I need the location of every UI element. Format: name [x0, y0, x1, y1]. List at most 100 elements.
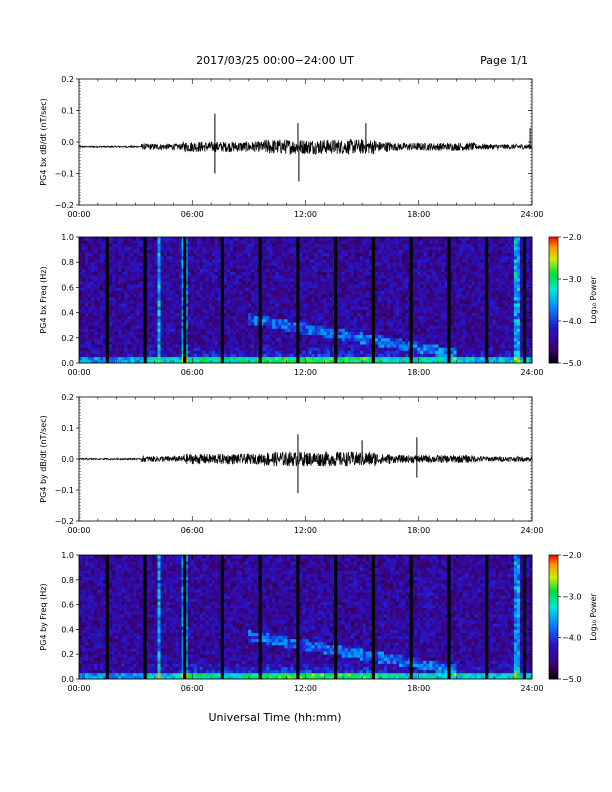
heatmap-cell: [112, 287, 116, 291]
heatmap-cell: [263, 277, 267, 282]
heatmap-cell: [420, 246, 424, 250]
heatmap-cell: [124, 359, 128, 364]
heatmap-cell: [112, 296, 116, 301]
heatmap-cell: [272, 271, 276, 276]
heatmap-cell: [236, 262, 240, 266]
heatmap-cell: [193, 243, 198, 247]
heatmap-cell: [287, 300, 291, 304]
heatmap-cell: [151, 246, 155, 250]
heatmap-cell: [97, 274, 101, 279]
heatmap-cell: [420, 255, 424, 260]
heatmap-cell: [356, 300, 361, 304]
heatmap-cell: [251, 344, 255, 348]
heatmap-cell: [94, 262, 98, 266]
heatmap-cell: [94, 249, 98, 254]
heatmap-cell: [160, 271, 164, 276]
heatmap-cell: [281, 290, 285, 295]
heatmap-cell: [329, 277, 334, 282]
heatmap-cell: [230, 347, 234, 351]
heatmap-cell: [423, 237, 427, 241]
heatmap-cell: [248, 347, 252, 351]
heatmap-cell: [193, 356, 198, 361]
heatmap-cell: [187, 331, 192, 336]
heatmap-cell: [251, 322, 255, 326]
heatmap-cell: [124, 353, 128, 358]
heatmap-cell: [239, 315, 243, 320]
heatmap-cell: [423, 318, 427, 323]
heatmap-cell: [329, 322, 334, 326]
heatmap-cell: [251, 328, 255, 332]
heatmap-cell: [239, 271, 243, 276]
heatmap-cell: [326, 274, 331, 279]
heatmap-cell: [85, 350, 89, 354]
heatmap-cell: [217, 287, 222, 291]
heatmap-cell: [251, 300, 255, 304]
heatmap-cell: [347, 284, 352, 288]
heatmap-cell: [390, 306, 394, 310]
heatmap-cell: [347, 312, 352, 317]
heatmap-cell: [426, 240, 430, 244]
heatmap-cell: [254, 237, 258, 241]
heatmap-cell: [148, 347, 152, 351]
heatmap-cell: [438, 318, 442, 323]
heatmap-cell: [214, 356, 219, 361]
heatmap-cell: [178, 252, 183, 257]
heatmap-cell: [154, 303, 158, 307]
heatmap-cell: [417, 328, 421, 332]
heatmap-cell: [365, 268, 370, 273]
heatmap-cell: [100, 240, 104, 244]
heatmap-cell: [254, 356, 258, 361]
heatmap-cell: [127, 359, 131, 364]
heatmap-cell: [356, 356, 361, 361]
heatmap-cell: [278, 347, 282, 351]
heatmap-cell: [287, 271, 291, 276]
heatmap-cell: [136, 312, 140, 317]
heatmap-cell: [133, 347, 137, 351]
heatmap-cell: [387, 315, 391, 320]
heatmap-cell: [254, 318, 258, 323]
heatmap-cell: [396, 344, 400, 348]
heatmap-cell: [157, 347, 161, 351]
heatmap-cell: [130, 287, 134, 291]
heatmap-cell: [133, 350, 137, 354]
heatmap-cell: [208, 277, 213, 282]
heatmap-cell: [109, 296, 113, 301]
heatmap-cell: [115, 290, 119, 295]
heatmap-cell: [160, 315, 164, 320]
heatmap-cell: [323, 296, 328, 301]
heatmap-cell: [347, 293, 352, 298]
heatmap-cell: [254, 268, 258, 273]
heatmap-cell: [326, 290, 331, 295]
heatmap-cell: [284, 274, 288, 279]
heatmap-cell: [139, 328, 143, 332]
heatmap-cell: [272, 287, 276, 291]
heatmap-cell: [136, 246, 140, 250]
heatmap-cell: [308, 318, 312, 323]
heatmap-cell: [184, 243, 189, 247]
heatmap-cell: [347, 337, 352, 342]
heatmap-cell: [284, 312, 288, 317]
heatmap-cell: [136, 262, 140, 266]
heatmap-cell: [151, 328, 155, 332]
heatmap-cell: [169, 268, 174, 273]
heatmap-cell: [305, 303, 309, 307]
heatmap-cell: [211, 334, 216, 339]
heatmap-cell: [223, 312, 228, 317]
heatmap-cell: [432, 287, 436, 291]
heatmap-cell: [302, 277, 306, 282]
heatmap-cell: [145, 284, 149, 288]
heatmap-cell: [275, 306, 279, 310]
heatmap-cell: [423, 290, 427, 295]
heatmap-cell: [269, 255, 273, 260]
heatmap-cell: [245, 359, 249, 364]
heatmap-cell: [151, 347, 155, 351]
heatmap-cell: [199, 277, 204, 282]
heatmap-cell: [103, 240, 107, 244]
heatmap-cell: [248, 274, 252, 279]
heatmap-cell: [329, 284, 334, 288]
heatmap-cell: [317, 268, 321, 273]
heatmap-cell: [133, 259, 137, 263]
heatmap-cell: [248, 284, 252, 288]
heatmap-cell: [196, 284, 201, 288]
heatmap-cell: [148, 252, 152, 257]
